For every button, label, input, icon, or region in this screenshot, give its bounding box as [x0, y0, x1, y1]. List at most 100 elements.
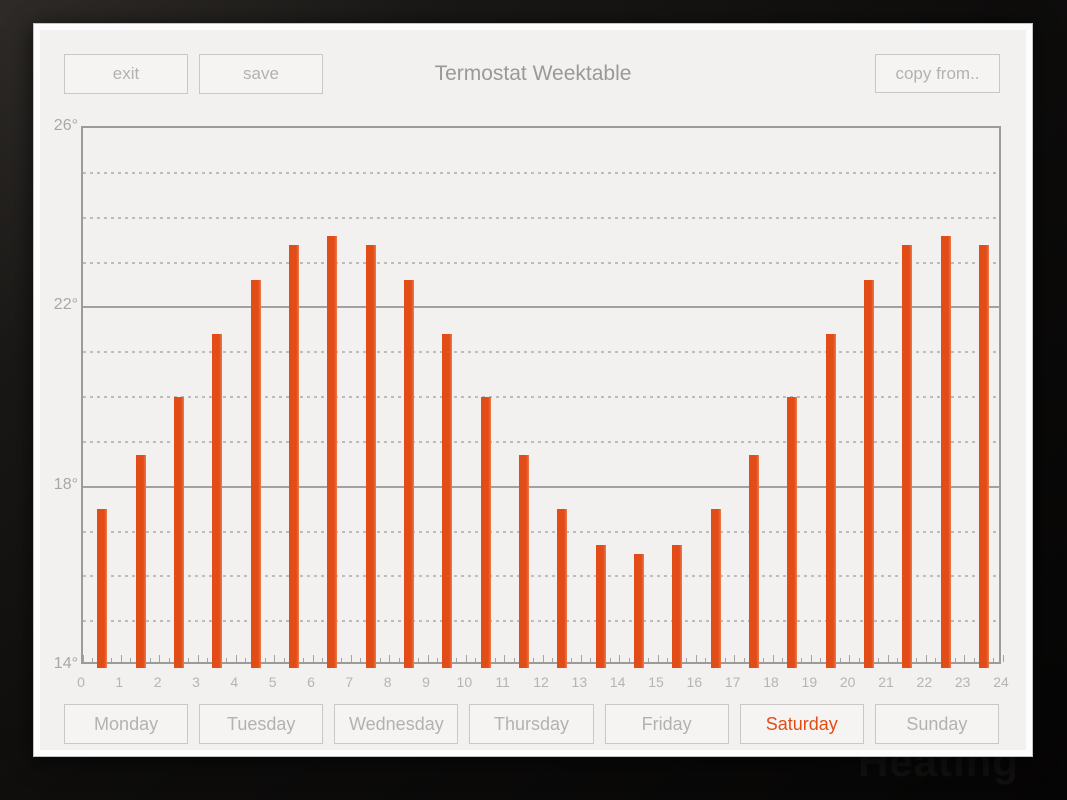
hour-tick: [350, 655, 352, 662]
minor-tick: [456, 658, 458, 662]
temperature-bar-hour-12[interactable]: [557, 509, 568, 668]
minor-tick: [130, 658, 132, 662]
temperature-bar-hour-20[interactable]: [863, 280, 874, 668]
minor-tick: [226, 658, 228, 662]
x-axis-label: 13: [571, 674, 588, 690]
x-axis-label: 7: [345, 674, 354, 690]
temperature-bar-hour-8[interactable]: [403, 280, 414, 668]
minor-tick: [992, 658, 994, 662]
hour-tick: [197, 655, 199, 662]
minor-tick: [475, 658, 477, 662]
hour-tick: [120, 655, 122, 662]
minor-tick: [513, 658, 515, 662]
minor-tick: [532, 658, 534, 662]
minor-tick: [417, 658, 419, 662]
hour-tick: [580, 655, 582, 662]
gridline-dashed: [83, 216, 999, 219]
temperature-bar-hour-4[interactable]: [250, 280, 261, 668]
x-axis-label: 11: [495, 674, 510, 690]
hour-tick: [235, 655, 237, 662]
x-axis-label: 14: [609, 674, 626, 690]
hour-tick: [159, 655, 161, 662]
temperature-bar-hour-7[interactable]: [365, 244, 376, 668]
temperature-bar-hour-11[interactable]: [518, 455, 529, 668]
temperature-bar-hour-18[interactable]: [787, 397, 798, 668]
minor-tick: [916, 658, 918, 662]
save-button[interactable]: save: [199, 54, 323, 94]
day-tab-saturday[interactable]: Saturday: [739, 704, 864, 744]
temperature-bar-hour-13[interactable]: [595, 544, 606, 668]
minor-tick: [782, 658, 784, 662]
gridline-dashed: [83, 261, 999, 264]
minor-tick: [858, 658, 860, 662]
gridline-dashed: [83, 530, 999, 533]
hour-tick: [312, 655, 314, 662]
hour-tick: [695, 655, 697, 662]
minor-tick: [705, 658, 707, 662]
minor-tick: [877, 658, 879, 662]
minor-tick: [264, 658, 266, 662]
x-axis-label: 24: [993, 674, 1009, 690]
minor-tick: [935, 658, 937, 662]
exit-button[interactable]: exit: [64, 54, 188, 94]
day-tab-tuesday[interactable]: Tuesday: [199, 704, 324, 744]
gridline-dashed: [83, 171, 999, 174]
temperature-bar-hour-19[interactable]: [825, 334, 836, 668]
temperature-bar-hour-3[interactable]: [212, 334, 223, 668]
minor-tick: [954, 658, 956, 662]
x-axis-label: 23: [954, 674, 971, 690]
x-axis-label: 8: [383, 674, 392, 690]
minor-tick: [609, 658, 611, 662]
minor-tick: [207, 658, 209, 662]
x-axis-label: 3: [192, 674, 200, 690]
temperature-bar-hour-6[interactable]: [327, 235, 338, 668]
day-tab-sunday[interactable]: Sunday: [874, 704, 999, 744]
minor-tick: [686, 658, 688, 662]
minor-tick: [168, 658, 170, 662]
gridline-dashed: [83, 620, 999, 623]
y-axis-label: 26°: [53, 117, 78, 134]
x-axis-label: 21: [878, 674, 894, 690]
thermostat-weektable-dialog: exit save Termostat Weektable copy from.…: [33, 23, 1033, 757]
gridline-dashed: [83, 575, 999, 578]
hour-tick: [657, 655, 659, 662]
minor-tick: [111, 658, 113, 662]
temperature-bar-hour-2[interactable]: [173, 397, 184, 668]
hour-tick: [849, 655, 851, 662]
day-tab-thursday[interactable]: Thursday: [469, 704, 594, 744]
minor-tick: [437, 658, 439, 662]
hour-tick: [504, 655, 506, 662]
copy-from-button[interactable]: copy from..: [875, 54, 1000, 93]
x-axis-label: 17: [724, 674, 741, 690]
temperature-bar-hour-1[interactable]: [135, 455, 146, 668]
hour-tick: [887, 655, 889, 662]
hour-tick: [810, 655, 812, 662]
temperature-bar-hour-21[interactable]: [902, 244, 913, 668]
x-axis-label: 19: [801, 674, 818, 690]
gridline-solid: [83, 485, 999, 488]
day-tab-bar: Monday Tuesday Wednesday Thursday Friday…: [64, 704, 999, 744]
temperature-bar-hour-22[interactable]: [940, 235, 951, 668]
minor-tick: [801, 658, 803, 662]
temperature-bar-hour-0[interactable]: [97, 509, 108, 668]
temperature-bar-hour-16[interactable]: [710, 509, 721, 668]
y-axis-label: 14°: [53, 655, 78, 672]
temperature-bar-hour-14[interactable]: [633, 553, 644, 668]
temperature-bar-hour-9[interactable]: [442, 334, 453, 668]
day-tab-friday[interactable]: Friday: [604, 704, 729, 744]
y-axis-label: 18°: [53, 475, 78, 493]
chart-plot-area: [81, 126, 1004, 668]
temperature-bar-hour-15[interactable]: [672, 544, 683, 668]
minor-tick: [762, 658, 764, 662]
x-axis-label: 9: [422, 674, 430, 690]
day-tab-wednesday[interactable]: Wednesday: [334, 704, 459, 744]
temperature-bar-hour-10[interactable]: [480, 397, 491, 668]
gridline-dashed: [83, 351, 999, 354]
gridline-dashed: [83, 396, 999, 398]
temperature-bar-hour-5[interactable]: [288, 244, 299, 668]
hour-tick: [1002, 655, 1004, 662]
day-tab-monday[interactable]: Monday: [64, 704, 189, 744]
hour-tick: [542, 655, 544, 662]
temperature-bar-hour-23[interactable]: [978, 244, 989, 668]
temperature-bar-hour-17[interactable]: [748, 455, 759, 668]
